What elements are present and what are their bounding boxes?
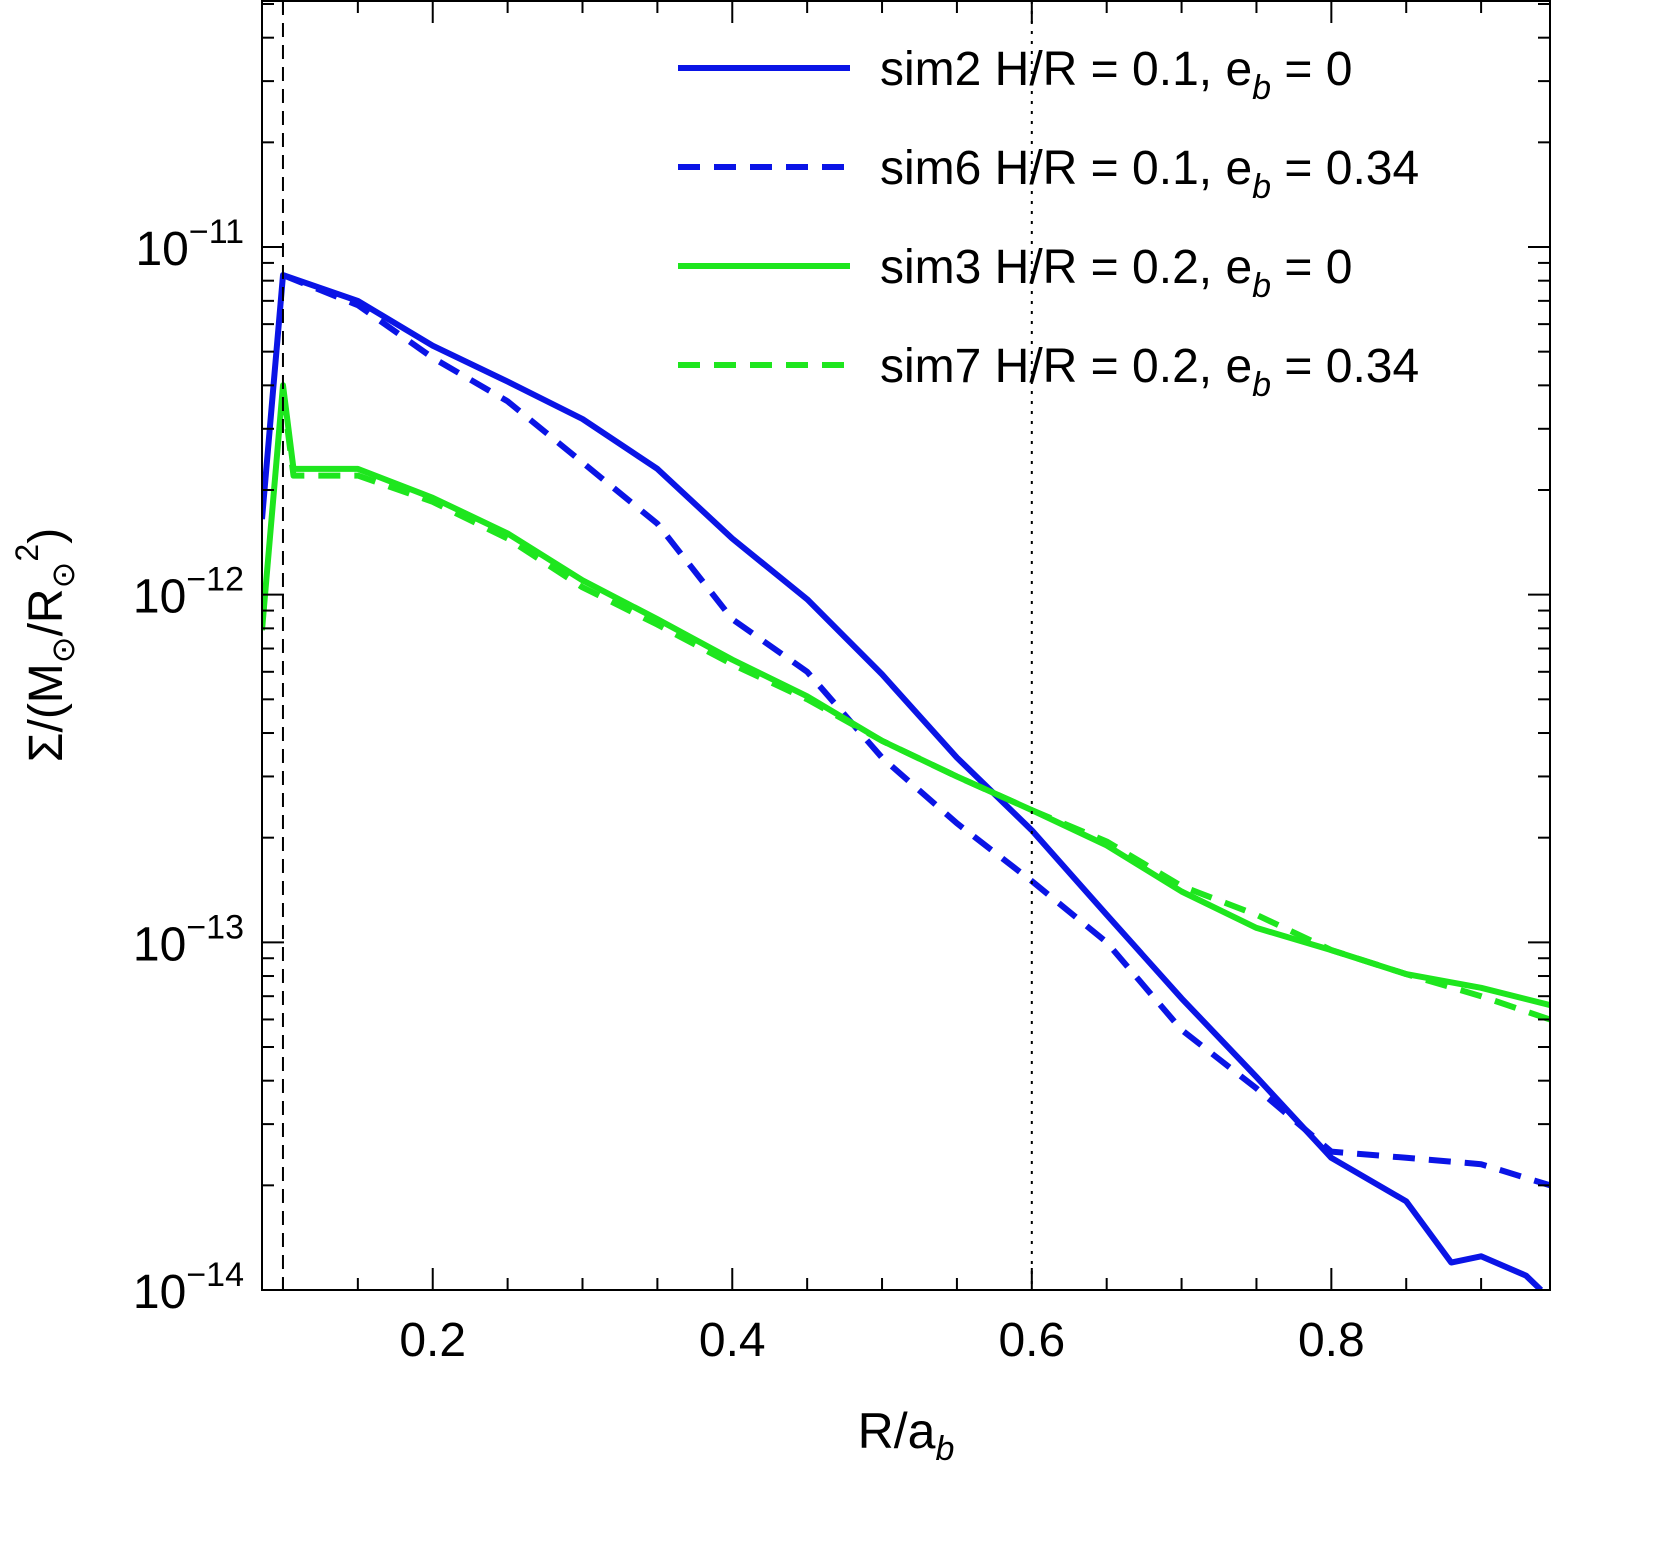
legend-label: sim6 H/R = 0.1, eb = 0.34	[880, 142, 1419, 206]
y-axis-label: Σ/(M⊙/R⊙2)	[9, 528, 81, 762]
x-tick-label: 0.8	[1298, 1314, 1365, 1367]
legend-label: sim2 H/R = 0.1, eb = 0	[880, 43, 1352, 107]
legend-item-4: sim7 H/R = 0.2, eb = 0.34	[678, 340, 1419, 404]
y-tick-label: 10−14	[133, 1256, 244, 1319]
plot-frame	[261, 0, 1551, 1291]
y-tick-label: 10−12	[133, 561, 244, 624]
legend-item-1: sim2 H/R = 0.1, eb = 0	[678, 43, 1352, 107]
reference-lines	[281, 1, 1033, 1290]
legend: sim2 H/R = 0.1, eb = 0 sim6 H/R = 0.1, eb…	[678, 43, 1419, 404]
series-line-4	[280, 392, 1550, 1023]
axis-ticks: 0.2 0.4 0.6 0.8 10−11 10−12 10−13 10−14	[133, 1, 1550, 1367]
series-line-2	[281, 272, 1550, 1189]
x-tick-label: 0.2	[399, 1314, 466, 1367]
legend-item-3: sim3 H/R = 0.2, eb = 0	[678, 241, 1352, 305]
x-tick-label: 0.4	[699, 1314, 766, 1367]
legend-item-2: sim6 H/R = 0.1, eb = 0.34	[678, 142, 1419, 206]
legend-label: sim3 H/R = 0.2, eb = 0	[880, 241, 1352, 305]
legend-label: sim7 H/R = 0.2, eb = 0.34	[880, 340, 1419, 404]
series-line-1	[262, 272, 1544, 1290]
x-axis-label: R/ab	[858, 1403, 955, 1468]
series-line-3	[262, 382, 1550, 1009]
series-layer	[262, 272, 1550, 1290]
y-tick-label: 10−11	[135, 213, 244, 276]
y-tick-label: 10−13	[133, 908, 244, 971]
x-tick-label: 0.6	[998, 1314, 1065, 1367]
